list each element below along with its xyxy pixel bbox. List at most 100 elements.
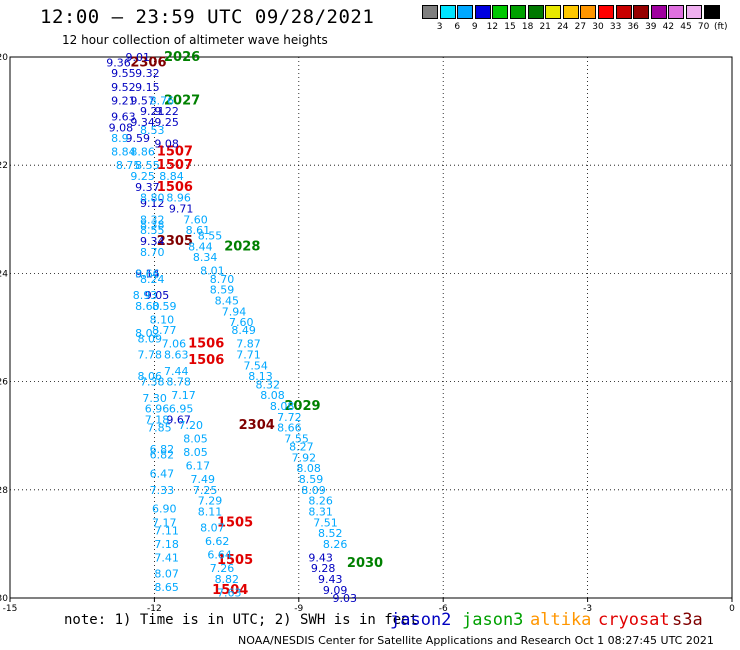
colorbar-label: 36 (627, 22, 639, 32)
swh-value-label: 8.45 (215, 294, 240, 307)
swh-value-label: 8.84 (111, 146, 136, 159)
pass-id-label: 1506 (188, 353, 224, 368)
swh-value-label: 6.62 (205, 535, 230, 548)
swh-value-label: 8.61 (186, 224, 211, 237)
swh-value-label: 8.80 (140, 192, 165, 205)
swh-value-label: 8.08 (270, 400, 295, 413)
chart-subtitle: 12 hour collection of altimeter wave hei… (62, 33, 328, 47)
swh-value-label: 9.43 (308, 551, 333, 564)
swh-value-label: 8.9 (111, 132, 129, 145)
swh-value-label: 6.90 (152, 503, 177, 516)
pass-id-label: 1505 (217, 553, 253, 568)
colorbar-swatch (457, 5, 474, 19)
y-tick-label: -30 (0, 594, 8, 604)
swh-value-label: 9.22 (154, 105, 179, 118)
colorbar-swatch (650, 5, 667, 19)
swh-value-label: 8.26 (308, 495, 333, 508)
swh-value-label: 8.26 (323, 538, 348, 551)
swh-value-label: 7.41 (154, 551, 179, 564)
swh-value-label: 7.85 (147, 422, 172, 435)
colorbar-label: 24 (557, 22, 569, 32)
swh-value-label: 8.11 (198, 505, 223, 518)
swh-value-label: 7.49 (191, 473, 216, 486)
x-tick-label: -9 (294, 604, 303, 614)
swh-value-label: 9.08 (154, 138, 179, 151)
swh-value-label: 9.34 (140, 235, 165, 248)
pass-id-label: 1507 (157, 145, 193, 160)
swh-value-label: 6.95 (169, 403, 194, 416)
colorbar-swatch (562, 5, 579, 19)
legend-s3a: s3a (672, 610, 703, 630)
swh-value-label: 9.09 (323, 584, 348, 597)
swh-value-label: 7.26 (210, 562, 235, 575)
pass-id-label: 2030 (347, 556, 383, 571)
colorbar-swatch (439, 5, 456, 19)
x-tick-label: -12 (147, 604, 162, 614)
swh-value-label: 7.55 (284, 432, 309, 445)
swh-value-label: 8.86 (130, 146, 155, 159)
x-tick-label: -6 (439, 604, 448, 614)
swh-value-label: 7.06 (162, 338, 187, 351)
y-tick-label: -26 (0, 378, 8, 388)
colorbar-swatch (474, 5, 491, 19)
swh-value-label: 8.07 (200, 522, 225, 535)
swh-value-label: 9.21 (140, 105, 165, 118)
swh-value-label: 8.01 (200, 265, 225, 278)
colorbar-swatch (422, 5, 438, 19)
pass-id-label: 2029 (284, 399, 320, 414)
swh-value-label: 8.02 (135, 327, 160, 340)
colorbar-label: 9 (471, 22, 478, 32)
y-tick-label: -24 (0, 269, 8, 279)
colorbar-label: 33 (609, 22, 622, 32)
pass-id-label: 1506 (188, 337, 224, 352)
pass-id-label: 2304 (239, 418, 275, 433)
swh-value-label: 8.32 (255, 378, 279, 391)
colorbar-label: 27 (574, 22, 587, 32)
swh-value-label: 9.52 (111, 81, 136, 94)
pass-id-label: 2027 (164, 93, 200, 108)
swh-value-label: 8.60 (135, 300, 160, 313)
swh-value-label: 8.55 (135, 159, 160, 172)
chart-title: 12:00 – 23:59 UTC 09/28/2021 (40, 6, 375, 28)
swh-value-label: 9.59 (126, 132, 150, 145)
swh-value-label: 8.96 (166, 192, 191, 205)
colorbar-label: 21 (539, 22, 551, 32)
colorbar-swatch (615, 5, 632, 19)
swh-value-label: 7.54 (243, 359, 267, 372)
colorbar-label: 6 (454, 22, 461, 32)
colorbar-swatch (510, 5, 526, 19)
swh-value-label: 8.31 (308, 505, 333, 518)
swh-value-label: 7.11 (154, 524, 179, 537)
colorbar-label: 18 (521, 22, 534, 32)
swh-value-label: 7.29 (198, 495, 223, 508)
swh-value-label: 9.32 (135, 67, 160, 80)
swh-value-label: 8.10 (150, 313, 175, 326)
swh-value-label: 9.05 (145, 289, 170, 302)
swh-value-label: 9.21 (111, 94, 136, 107)
colorbar-label: 39 (645, 22, 657, 32)
swh-value-label: 8.52 (318, 527, 343, 540)
swh-value-label: 8.75 (116, 159, 141, 172)
pass-id-label: 1504 (212, 583, 248, 598)
swh-value-label: 8.55 (140, 224, 165, 237)
colorbar-label: 42 (662, 22, 675, 32)
swh-value-label: 7.33 (150, 484, 175, 497)
colorbar-swatch (598, 5, 614, 19)
swh-value-label: 8.66 (135, 267, 160, 280)
swh-value-label: 8.65 (154, 581, 179, 594)
colorbar-label: 45 (680, 22, 692, 32)
plot-frame (9, 56, 733, 599)
swh-value-label: 8.05 (183, 432, 208, 445)
swh-value-label: 6.82 (150, 443, 175, 456)
swh-value-label: 8.70 (140, 246, 165, 259)
colorbar-label: 3 (436, 22, 443, 32)
swh-value-label: 8.66 (277, 422, 302, 435)
footer-note: note: 1) Time is in UTC; 2) SWH is in fe… (64, 612, 419, 628)
swh-value-label: 8.32 (140, 213, 165, 226)
swh-value-label: 8.08 (260, 389, 285, 402)
swh-value-label: 9.36 (106, 56, 130, 69)
colorbar-swatch (527, 5, 544, 19)
colorbar-label: 70 (697, 22, 710, 32)
swh-value-label: 8.06 (138, 370, 163, 383)
